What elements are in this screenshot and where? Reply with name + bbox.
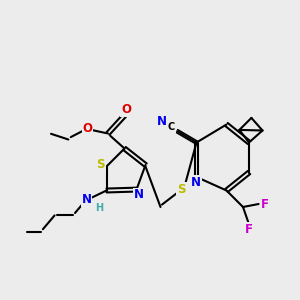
Text: O: O bbox=[82, 122, 93, 135]
Text: F: F bbox=[244, 223, 252, 236]
Text: N: N bbox=[81, 193, 92, 206]
Text: O: O bbox=[121, 103, 131, 116]
Text: N: N bbox=[134, 188, 144, 202]
Text: F: F bbox=[261, 197, 269, 211]
Text: H: H bbox=[95, 203, 103, 213]
Text: S: S bbox=[96, 158, 105, 172]
Text: S: S bbox=[177, 183, 186, 196]
Text: N: N bbox=[156, 115, 167, 128]
Text: C: C bbox=[168, 122, 175, 133]
Text: N: N bbox=[191, 176, 201, 189]
